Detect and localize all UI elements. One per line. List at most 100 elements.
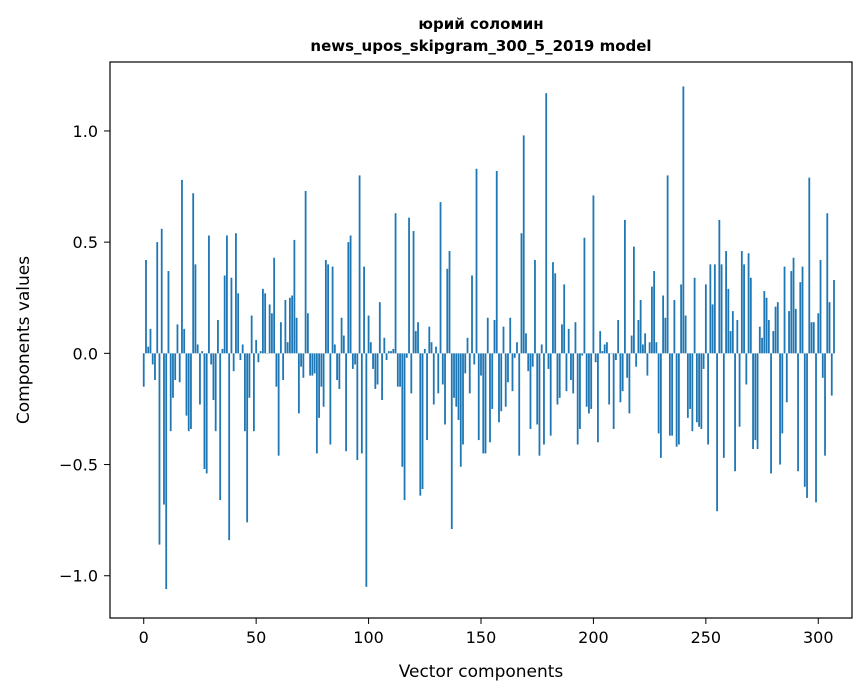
bar-component-78 <box>318 353 320 418</box>
bar-component-290 <box>795 309 797 353</box>
bar-component-237 <box>676 353 678 446</box>
bar-component-108 <box>386 353 388 360</box>
bar-component-48 <box>251 316 253 354</box>
bar-component-8 <box>161 229 163 354</box>
bar-component-166 <box>516 342 518 353</box>
bar-component-16 <box>179 353 181 382</box>
x-tick-label: 250 <box>691 628 722 647</box>
y-tick-label: −0.5 <box>59 456 98 475</box>
bar-component-229 <box>658 353 660 433</box>
y-tick-label: 1.0 <box>73 122 98 141</box>
bar-component-140 <box>458 353 460 420</box>
bar-component-223 <box>644 333 646 353</box>
bar-component-197 <box>586 353 588 406</box>
bar-component-30 <box>210 353 212 364</box>
x-tick-label: 300 <box>803 628 834 647</box>
bar-component-176 <box>539 353 541 455</box>
bar-component-144 <box>467 338 469 354</box>
chart-title-line-1: юрий соломин <box>418 15 543 33</box>
bar-component-264 <box>736 320 738 353</box>
bar-component-105 <box>379 302 381 353</box>
bar-component-234 <box>669 353 671 435</box>
chart-title-line-2: news_upos_skipgram_300_5_2019 model <box>310 37 651 55</box>
bar-component-252 <box>709 264 711 353</box>
bar-component-6 <box>156 242 158 353</box>
bar-component-206 <box>606 342 608 353</box>
bar-component-100 <box>368 316 370 354</box>
bar-component-106 <box>381 353 383 400</box>
bar-component-159 <box>500 353 502 411</box>
bar-component-235 <box>671 353 673 435</box>
bar-component-205 <box>604 344 606 353</box>
bar-component-70 <box>300 353 302 366</box>
bar-component-122 <box>417 322 419 353</box>
bar-component-250 <box>705 284 707 353</box>
bar-component-46 <box>246 353 248 522</box>
bar-component-249 <box>703 353 705 369</box>
bar-component-143 <box>464 353 466 373</box>
bar-component-24 <box>197 344 199 353</box>
bar-component-132 <box>440 202 442 353</box>
bar-component-157 <box>496 171 498 353</box>
bar-component-233 <box>667 175 669 353</box>
bar-component-111 <box>392 349 394 353</box>
bar-component-119 <box>410 353 412 393</box>
bar-component-69 <box>298 353 300 413</box>
bar-component-256 <box>718 220 720 353</box>
bar-component-158 <box>498 353 500 422</box>
bar-component-133 <box>442 353 444 384</box>
bar-component-211 <box>617 320 619 353</box>
bar-component-53 <box>262 289 264 354</box>
bar-component-282 <box>777 302 779 353</box>
bar-component-117 <box>406 353 408 357</box>
bar-component-265 <box>739 353 741 426</box>
x-tick-label: 0 <box>139 628 149 647</box>
bar-component-3 <box>150 329 152 353</box>
bar-component-278 <box>768 320 770 353</box>
bar-component-138 <box>453 353 455 397</box>
bar-component-236 <box>673 300 675 353</box>
bar-component-180 <box>548 353 550 369</box>
bar-component-52 <box>260 351 262 353</box>
bar-component-88 <box>341 318 343 354</box>
bar-component-47 <box>249 353 251 397</box>
bar-component-92 <box>350 235 352 353</box>
bar-component-302 <box>822 353 824 377</box>
bar-component-162 <box>507 353 509 382</box>
bar-component-128 <box>431 342 433 353</box>
bar-component-165 <box>514 353 516 357</box>
bar-component-169 <box>523 135 525 353</box>
bar-component-296 <box>808 178 810 354</box>
bar-component-212 <box>620 353 622 402</box>
bar-component-74 <box>309 353 311 375</box>
bar-component-273 <box>757 353 759 449</box>
bar-component-288 <box>790 271 792 353</box>
bar-component-183 <box>554 273 556 353</box>
bar-component-33 <box>217 320 219 353</box>
bar-component-303 <box>824 353 826 455</box>
bar-component-9 <box>163 353 165 504</box>
bar-component-151 <box>482 353 484 453</box>
x-axis-label: Vector components <box>399 662 564 682</box>
bar-component-72 <box>305 191 307 353</box>
bar-component-281 <box>775 307 777 354</box>
bar-component-178 <box>543 353 545 444</box>
bar-component-5 <box>154 353 156 380</box>
bar-component-225 <box>649 342 651 353</box>
bar-component-182 <box>552 262 554 353</box>
bar-component-272 <box>754 353 756 440</box>
bar-component-29 <box>208 235 210 353</box>
bar-component-163 <box>509 318 511 354</box>
bar-component-177 <box>541 344 543 353</box>
bar-component-22 <box>192 193 194 353</box>
bar-component-285 <box>784 267 786 354</box>
bar-component-171 <box>527 353 529 371</box>
bar-component-268 <box>745 353 747 384</box>
bar-component-114 <box>399 353 401 386</box>
bar-component-240 <box>682 86 684 353</box>
bar-component-299 <box>815 353 817 502</box>
bar-component-217 <box>631 336 633 354</box>
bar-component-255 <box>716 353 718 511</box>
bar-component-238 <box>678 353 680 444</box>
bar-component-242 <box>687 353 689 418</box>
